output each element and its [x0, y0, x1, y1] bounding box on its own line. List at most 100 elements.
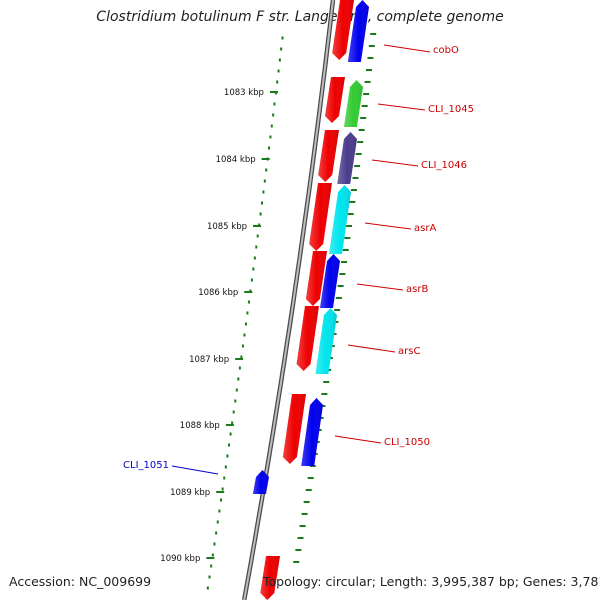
- ruler-dot: [231, 421, 234, 425]
- gene-label-leader: [364, 222, 412, 230]
- gene-arrow-cli1051-shade: [252, 470, 269, 494]
- gene-arrow-shade: [347, 0, 369, 62]
- guide-dash: [297, 537, 304, 539]
- ruler-tick: [206, 557, 215, 559]
- ruler-dot: [262, 190, 265, 194]
- ruler-dot: [273, 102, 276, 106]
- guide-dash: [339, 273, 346, 275]
- gene-arrow-red-shade: [282, 394, 306, 464]
- backbone-highlight: [243, 0, 334, 600]
- guide-dash: [358, 129, 365, 131]
- guide-dash: [301, 513, 308, 515]
- ruler-dot: [227, 443, 230, 447]
- ruler-tick: [225, 424, 234, 426]
- ruler-dot: [221, 487, 224, 491]
- gene-labels: cobO CLI_1045 CLI_1046 asrA asrB arsC CLI_1050…: [123, 44, 474, 475]
- ruler-dot: [213, 542, 216, 546]
- ruler-tick-label: 1086 kbp: [198, 288, 238, 298]
- ruler-dot: [232, 410, 235, 414]
- ruler-dot: [255, 245, 258, 249]
- ruler-dot: [218, 509, 221, 513]
- gene-arrow-red-shade: [260, 556, 280, 600]
- ruler-dot: [226, 454, 229, 458]
- ruler-dot: [223, 476, 226, 480]
- ruler-dot: [281, 36, 284, 40]
- ruler-dot: [215, 531, 218, 535]
- ruler-tick: [235, 358, 244, 360]
- genome-backbone: [241, 0, 336, 600]
- guide-dash: [295, 549, 302, 551]
- ruler-dot: [259, 212, 262, 216]
- gene-label-cli_1045: CLI_1045: [428, 104, 474, 115]
- ruler-tick-label: 1087 kbp: [189, 355, 229, 365]
- gene-arrow-red-shade: [296, 306, 319, 371]
- gene-arrow-shade: [320, 254, 340, 308]
- ruler-tick-label: 1090 kbp: [160, 554, 200, 564]
- ruler-dot: [247, 300, 250, 304]
- guide-dash: [337, 285, 344, 287]
- guide-dash: [299, 525, 306, 527]
- guide-dash: [323, 381, 330, 383]
- ruler-dot: [243, 333, 246, 337]
- guide-dash: [352, 177, 359, 179]
- guide-dash: [357, 141, 364, 143]
- accession-text: Accession: NC_009699: [9, 574, 152, 589]
- ruler-dot: [208, 575, 211, 579]
- guide-dash: [367, 57, 374, 59]
- ruler-dot: [211, 553, 214, 557]
- guide-dash: [349, 201, 356, 203]
- guide-dash: [355, 153, 362, 155]
- ruler-dot: [269, 135, 272, 139]
- gene-label-cobo: cobO: [433, 45, 459, 56]
- ruler-dot: [278, 58, 281, 62]
- gene-label-leader: [383, 44, 431, 53]
- guide-dash: [305, 489, 312, 491]
- gene-label-arsc: arsC: [398, 346, 420, 357]
- gene-label-cli_1046: CLI_1046: [421, 160, 467, 171]
- ruler-dot: [261, 201, 264, 205]
- gene-label-leader: [377, 103, 426, 111]
- gene-arrow-shade: [315, 308, 337, 374]
- guide-dash: [368, 45, 375, 47]
- gene-arrow-shade: [343, 80, 363, 127]
- ruler-dot: [241, 344, 244, 348]
- ruler-dot: [210, 564, 213, 568]
- ruler-tick: [216, 491, 225, 493]
- guide-dash: [363, 93, 370, 95]
- guide-dash: [321, 393, 328, 395]
- guide-dash: [335, 297, 342, 299]
- ruler-dot: [246, 311, 249, 315]
- gene-label-asra: asrA: [414, 223, 436, 234]
- gene-label-asrb: asrB: [406, 284, 428, 295]
- ruler-tick: [253, 225, 262, 227]
- gene-label-cli_1051: CLI_1051: [123, 460, 169, 471]
- gene-arrow-shade: [337, 132, 357, 184]
- guide-dash: [307, 477, 314, 479]
- ruler-dot: [268, 146, 271, 150]
- guide-dash: [370, 33, 377, 35]
- ruler-tick-label: 1085 kbp: [207, 222, 247, 232]
- ruler-dot: [250, 278, 253, 282]
- gene-arrow-shade: [301, 398, 323, 466]
- ruler-tick: [244, 291, 253, 293]
- map-title: Clostridium botulinum F str. Langeland, …: [96, 9, 504, 25]
- gene-arrow-red-shade: [309, 183, 332, 251]
- ruler-tick-label: 1088 kbp: [180, 421, 220, 431]
- ruler-dot: [229, 432, 232, 436]
- gene-label-leader: [171, 465, 219, 475]
- ruler-dot: [240, 355, 243, 359]
- ruler-tick: [261, 158, 270, 160]
- gene-track: [252, 0, 369, 600]
- guide-dash: [334, 309, 341, 311]
- gene-arrow-shade: [329, 185, 351, 254]
- gene-label-leader: [347, 344, 396, 353]
- ruler-dot: [224, 465, 227, 469]
- guide-dash: [341, 261, 348, 263]
- guide-dash: [366, 69, 373, 71]
- ruler-dot: [276, 80, 279, 84]
- guide-dash: [354, 165, 361, 167]
- ruler-dot: [270, 124, 273, 128]
- guide-dash: [293, 561, 300, 563]
